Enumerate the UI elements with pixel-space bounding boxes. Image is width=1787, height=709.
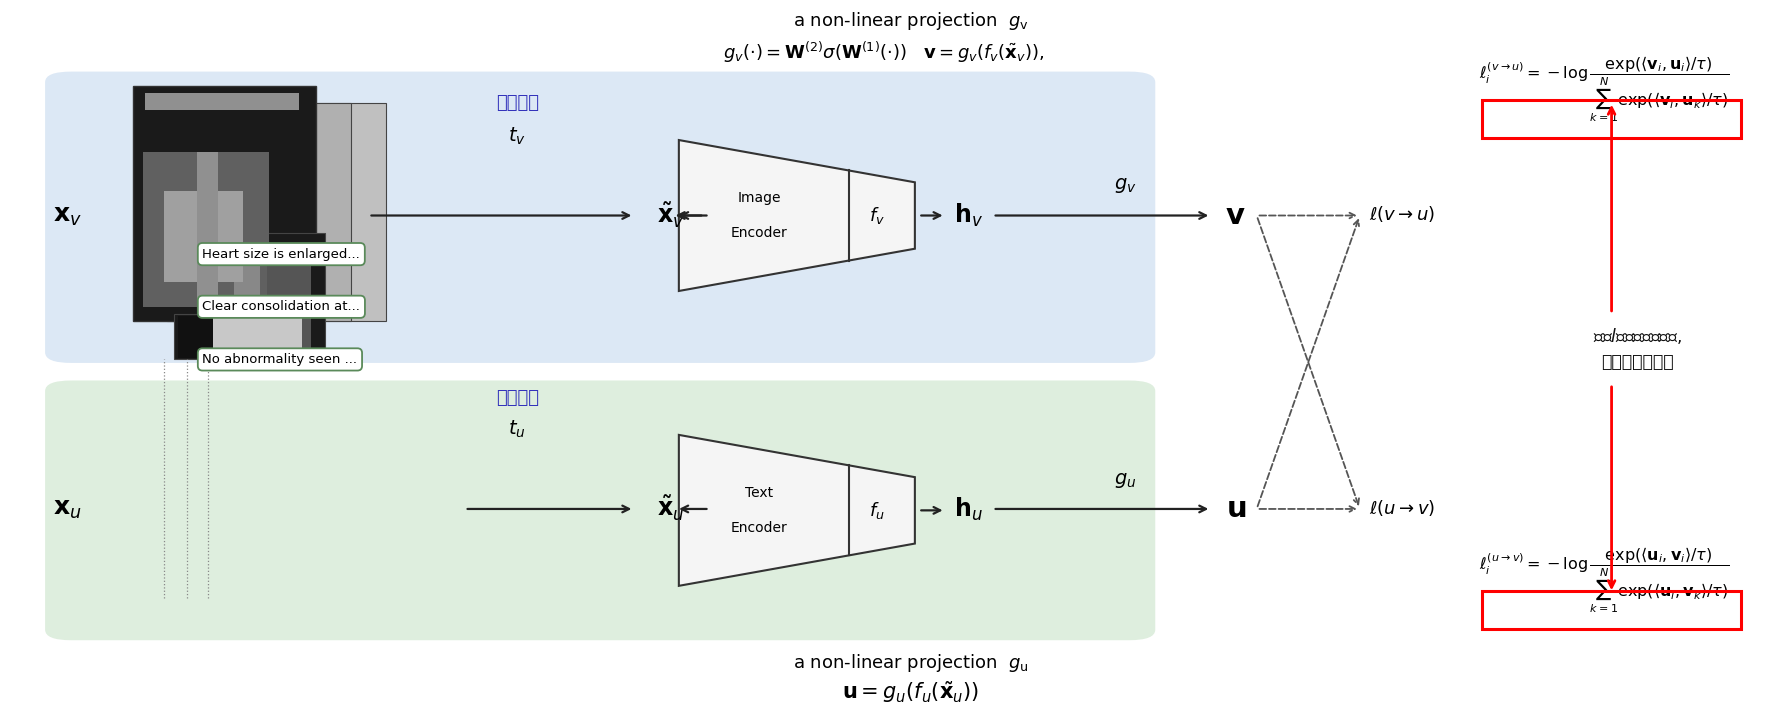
Text: $\ell_i^{(v\to u)} = -\log\dfrac{\exp(\langle \mathbf{v}_i, \mathbf{u}_i\rangle/: $\ell_i^{(v\to u)} = -\log\dfrac{\exp(\l…: [1478, 55, 1730, 124]
Text: $t_u$: $t_u$: [508, 419, 525, 440]
Text: Encoder: Encoder: [731, 521, 788, 535]
Bar: [132, 86, 316, 320]
Text: $\ell(u{\to}v)$: $\ell(u{\to}v)$: [1369, 498, 1435, 518]
Bar: [179, 316, 213, 358]
Text: Clear consolidation at...: Clear consolidation at...: [202, 301, 361, 313]
Text: $f_v$: $f_v$: [868, 205, 885, 226]
Text: $g_v$: $g_v$: [1115, 176, 1137, 195]
Bar: [179, 316, 302, 358]
Text: $g_u$: $g_u$: [1115, 471, 1137, 490]
Text: Image: Image: [738, 191, 781, 205]
Bar: [229, 233, 325, 352]
FancyBboxPatch shape: [45, 72, 1154, 363]
Bar: [175, 314, 306, 359]
Text: 两个$l$的分子是相同的,
但分母是不同的: 两个$l$的分子是相同的, 但分母是不同的: [1594, 326, 1682, 372]
Text: a non-linear projection  $g_\mathrm{v}$: a non-linear projection $g_\mathrm{v}$: [792, 10, 1029, 32]
Bar: [145, 93, 298, 110]
Text: $\mathbf{v}$: $\mathbf{v}$: [1226, 201, 1246, 230]
Text: $f_u$: $f_u$: [868, 500, 885, 521]
Text: Encoder: Encoder: [731, 226, 788, 240]
Text: a non-linear projection  $g_\mathrm{u}$: a non-linear projection $g_\mathrm{u}$: [793, 652, 1028, 674]
Polygon shape: [679, 435, 915, 586]
Text: $\tilde{\mathbf{x}}_v$: $\tilde{\mathbf{x}}_v$: [658, 201, 684, 230]
Bar: [197, 152, 218, 307]
Bar: [234, 244, 261, 349]
Text: No abnormality seen ...: No abnormality seen ...: [202, 353, 357, 366]
Bar: [168, 104, 350, 320]
Bar: [266, 244, 311, 349]
Text: $\mathbf{h}_v$: $\mathbf{h}_v$: [954, 202, 983, 229]
Bar: [202, 104, 386, 320]
Text: Heart size is enlarged...: Heart size is enlarged...: [202, 247, 361, 261]
Text: 数据增强: 数据增强: [495, 94, 538, 112]
Bar: [164, 191, 243, 282]
Text: $\tilde{\mathbf{x}}_u$: $\tilde{\mathbf{x}}_u$: [658, 494, 684, 523]
Text: $\mathbf{h}_u$: $\mathbf{h}_u$: [954, 496, 983, 523]
Bar: [143, 152, 200, 307]
Text: $\ell_i^{(u\to v)} = -\log\dfrac{\exp(\langle \mathbf{u}_i, \mathbf{v}_i\rangle/: $\ell_i^{(u\to v)} = -\log\dfrac{\exp(\l…: [1478, 546, 1730, 615]
Polygon shape: [679, 140, 915, 291]
Text: Text: Text: [745, 486, 774, 500]
FancyBboxPatch shape: [45, 381, 1154, 640]
Bar: [211, 152, 268, 307]
Text: 数据增强: 数据增强: [495, 389, 538, 407]
Text: $\mathbf{x}_u$: $\mathbf{x}_u$: [54, 497, 82, 521]
Text: $\mathbf{u}$: $\mathbf{u}$: [1226, 495, 1246, 523]
Text: $t_v$: $t_v$: [508, 125, 525, 147]
Text: $\mathbf{u} = g_u(f_u(\tilde{\mathbf{x}}_u))$: $\mathbf{u} = g_u(f_u(\tilde{\mathbf{x}}…: [842, 679, 979, 705]
Text: $\ell(v{\to}u)$: $\ell(v{\to}u)$: [1369, 204, 1435, 224]
Text: $g_v(\cdot) = \mathbf{W}^{(2)}\sigma(\mathbf{W}^{(1)}(\cdot))$   $\mathbf{v} = g: $g_v(\cdot) = \mathbf{W}^{(2)}\sigma(\ma…: [724, 39, 1045, 65]
Text: $\mathbf{x}_v$: $\mathbf{x}_v$: [54, 203, 82, 228]
